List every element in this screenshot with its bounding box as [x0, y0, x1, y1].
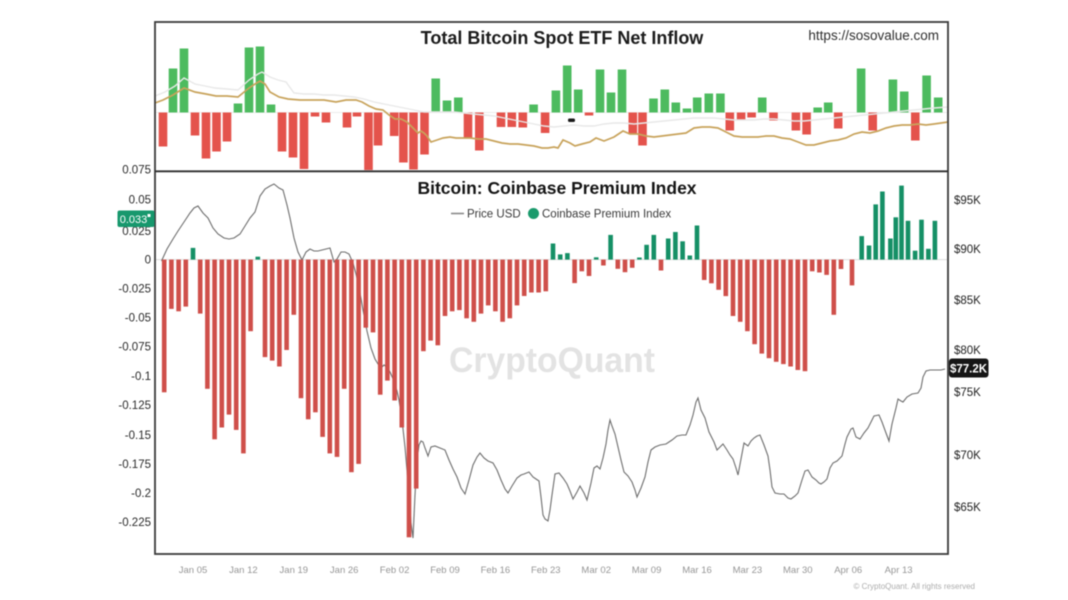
svg-text:$90K: $90K — [954, 244, 981, 256]
svg-text:Jan 26: Jan 26 — [330, 565, 359, 576]
svg-text:0: 0 — [145, 255, 151, 267]
svg-text:Mar 23: Mar 23 — [733, 565, 763, 576]
svg-text:-0.025: -0.025 — [118, 284, 151, 296]
svg-text:Apr 06: Apr 06 — [834, 565, 862, 576]
svg-text:Mar 02: Mar 02 — [581, 565, 611, 576]
svg-text:0.025: 0.025 — [122, 226, 151, 238]
svg-text:-0.125: -0.125 — [118, 400, 151, 412]
svg-text:CryptoQuant: CryptoQuant — [449, 341, 655, 380]
svg-text:Mar 09: Mar 09 — [632, 565, 662, 576]
svg-text:$95K: $95K — [954, 195, 981, 207]
svg-text:0.033: 0.033 — [120, 214, 148, 226]
svg-text:$77.2K: $77.2K — [950, 364, 988, 376]
svg-text:$70K: $70K — [954, 450, 981, 462]
svg-text:-0.175: -0.175 — [118, 459, 151, 471]
svg-text:Feb 16: Feb 16 — [481, 565, 511, 576]
svg-text:Total Bitcoin Spot ETF Net Inf: Total Bitcoin Spot ETF Net Inflow — [421, 28, 705, 48]
svg-text:Price USD: Price USD — [467, 209, 521, 221]
svg-text:Feb 09: Feb 09 — [430, 565, 460, 576]
svg-text:$75K: $75K — [954, 387, 981, 399]
svg-text:© CryptoQuant. All rights rese: © CryptoQuant. All rights reserved — [854, 582, 976, 591]
svg-text:-0.05: -0.05 — [125, 313, 151, 325]
svg-text:Bitcoin: Coinbase Premium Inde: Bitcoin: Coinbase Premium Index — [417, 178, 696, 198]
svg-text:-0.1: -0.1 — [131, 371, 151, 383]
svg-text:Mar 30: Mar 30 — [783, 565, 813, 576]
svg-text:-0.15: -0.15 — [125, 430, 151, 442]
svg-text:Feb 23: Feb 23 — [531, 565, 561, 576]
svg-text:Jan 19: Jan 19 — [280, 565, 309, 576]
svg-text:Apr 13: Apr 13 — [885, 565, 913, 576]
svg-text:0.075: 0.075 — [122, 165, 151, 177]
svg-text:Mar 16: Mar 16 — [682, 565, 712, 576]
svg-text:$85K: $85K — [954, 295, 981, 307]
svg-text:Coinbase Premium Index: Coinbase Premium Index — [542, 209, 671, 221]
svg-text:$65K: $65K — [954, 502, 981, 514]
svg-text:Jan 05: Jan 05 — [179, 565, 208, 576]
svg-text:0.05: 0.05 — [129, 195, 151, 207]
svg-text:https://sosovalue.com: https://sosovalue.com — [808, 28, 939, 43]
svg-text:-0.2: -0.2 — [131, 488, 151, 500]
svg-text:-0.225: -0.225 — [118, 517, 151, 529]
svg-text:Feb 02: Feb 02 — [380, 565, 410, 576]
svg-text:$80K: $80K — [954, 345, 981, 357]
svg-text:-0.075: -0.075 — [118, 342, 151, 354]
svg-text:Jan 12: Jan 12 — [229, 565, 258, 576]
